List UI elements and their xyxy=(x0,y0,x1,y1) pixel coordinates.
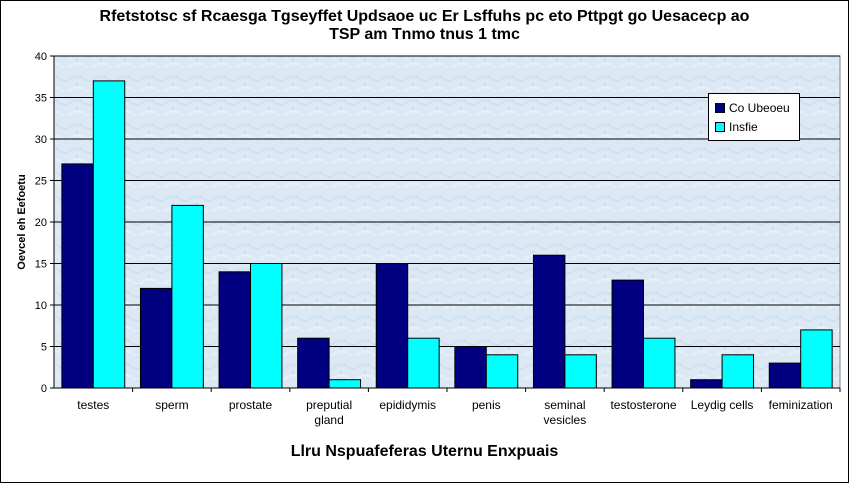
x-tick-label: feminization xyxy=(769,398,833,412)
legend: Co Ubeoeu Insfie xyxy=(708,93,800,141)
x-tick-label: testosterone xyxy=(610,398,676,412)
bar-series-1-testosterone xyxy=(611,279,644,389)
bar-series-2-leydig-cells xyxy=(721,354,755,389)
y-tick-label: 20 xyxy=(35,217,47,229)
y-tick-label: 0 xyxy=(41,383,47,395)
x-tick-label: preputial gland xyxy=(306,398,352,427)
chart-title-line-2: TSP am Tnmo tnus 1 tmc xyxy=(329,26,520,43)
bar-series-2-penis xyxy=(485,354,519,389)
y-tick-labels: 0 5 10 15 20 25 30 35 40 xyxy=(35,51,47,395)
y-tick-label: 25 xyxy=(35,176,47,188)
bar-series-1-prostate xyxy=(218,271,251,389)
bar-series-1-preputial-gland xyxy=(297,337,330,389)
bar-series-2-seminal-vesicles xyxy=(564,354,597,389)
y-tick-label: 40 xyxy=(35,51,47,63)
axes xyxy=(50,55,841,392)
bar-series-2-testosterone xyxy=(643,337,676,389)
bar-series-1-sperm xyxy=(139,287,173,389)
y-tick-label: 5 xyxy=(41,342,47,354)
y-tick-label: 30 xyxy=(35,134,47,146)
legend-swatch-series-1 xyxy=(715,103,725,113)
bar-series-2-epididymis xyxy=(407,337,440,389)
y-tick-label: 10 xyxy=(35,300,47,312)
x-tick-label: penis xyxy=(472,398,501,412)
x-tick-label: epididymis xyxy=(379,398,436,412)
bar-series-2-sperm xyxy=(171,204,204,389)
legend-item-series-2: Insfie xyxy=(715,120,758,134)
bar-series-2-preputial-gland xyxy=(328,379,362,389)
bar-series-2-testes xyxy=(92,80,126,389)
x-tick-label: prostate xyxy=(229,398,273,412)
x-tick-labels: testes sperm prostate preputial gland epididy… xyxy=(77,398,832,427)
x-tick-label: seminal vesicles xyxy=(544,398,587,427)
chart-title-line-1: Rfetstotsc sf Rcaesga Tgseyffet Updsaoe … xyxy=(99,8,750,25)
bar-series-1-feminization xyxy=(768,362,802,389)
bars xyxy=(61,80,833,389)
bar-series-2-prostate xyxy=(250,263,283,389)
legend-swatch-series-2 xyxy=(715,122,725,132)
bar-series-1-penis xyxy=(454,346,487,389)
x-axis-title: Llru Nspuafeferas Uternu Enxpuais xyxy=(290,443,559,460)
legend-label-series-1: Co Ubeoeu xyxy=(729,101,790,115)
bar-series-2-feminization xyxy=(800,329,833,389)
legend-label-series-2: Insfie xyxy=(729,120,758,134)
legend-item-series-1: Co Ubeoeu xyxy=(715,101,790,115)
bar-series-1-leydig-cells xyxy=(690,379,723,389)
bar-series-1-epididymis xyxy=(375,263,409,389)
x-tick-label: sperm xyxy=(155,398,188,412)
bar-series-1-seminal-vesicles xyxy=(532,254,566,389)
y-tick-label: 15 xyxy=(35,259,47,271)
x-tick-label: testes xyxy=(77,398,109,412)
chart-title: Rfetstotsc sf Rcaesga Tgseyffet Updsaoe … xyxy=(0,8,849,44)
bar-series-1-testes xyxy=(61,163,94,389)
y-tick-label: 35 xyxy=(35,93,47,105)
x-tick-label: Leydig cells xyxy=(691,398,754,412)
